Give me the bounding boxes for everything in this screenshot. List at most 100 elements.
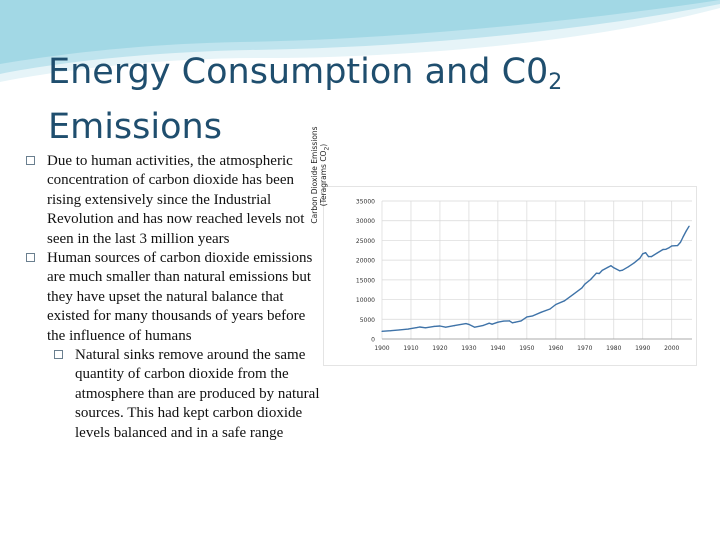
data-point <box>563 300 566 302</box>
data-point <box>584 283 586 285</box>
data-point <box>390 330 392 332</box>
data-point <box>381 330 383 332</box>
data-point <box>433 325 435 327</box>
data-point <box>642 253 644 255</box>
data-point <box>497 321 499 323</box>
emissions-chart: 0 5000 10000 15000 20000 25000 30000 35000 1900 1… <box>323 186 697 366</box>
x-tick-label: 1910 <box>403 345 418 352</box>
x-tick-label: 1930 <box>461 345 476 352</box>
bullet-list: Due to human activities, the atmospheric… <box>24 152 324 443</box>
sub-bullet-text: Natural sinks remove around the same qua… <box>75 347 320 441</box>
data-point <box>662 248 664 251</box>
wave-band-dark <box>0 0 720 64</box>
x-tick-label: 1980 <box>606 345 621 352</box>
bullet-text: Human sources of carbon dioxide emission… <box>47 250 313 344</box>
data-point <box>445 326 447 328</box>
data-point <box>407 328 409 330</box>
data-point <box>419 326 421 328</box>
data-point <box>671 245 673 247</box>
y-axis-title-text: (Teragrams CO <box>319 150 328 207</box>
y-axis-title-line-2: (Teragrams CO2) <box>319 120 332 230</box>
bullet-item: Due to human activities, the atmospheric… <box>24 152 324 249</box>
data-point <box>589 278 592 281</box>
data-point <box>618 270 621 272</box>
x-tick-label: 1950 <box>519 345 534 352</box>
data-point <box>439 325 441 327</box>
x-tick-label: 1940 <box>490 345 505 352</box>
title-text: Energy Consumption and C0 <box>48 52 549 92</box>
data-point <box>685 230 687 232</box>
data-point <box>503 320 505 322</box>
bullet-item: Human sources of carbon dioxide emission… <box>24 249 324 346</box>
y-tick-label: 35000 <box>356 199 375 206</box>
y-tick-label: 30000 <box>356 218 375 225</box>
y-tick-label: 5000 <box>360 317 375 324</box>
data-point <box>610 265 612 267</box>
data-point <box>572 293 574 296</box>
data-point <box>676 244 679 247</box>
chart-canvas: 0 5000 10000 15000 20000 25000 30000 35000 1900 1… <box>356 199 692 352</box>
data-point <box>679 241 682 243</box>
data-point <box>633 262 635 264</box>
data-point <box>650 255 653 258</box>
x-tick-label: 1920 <box>432 345 447 352</box>
y-tick-label: 10000 <box>356 297 375 304</box>
data-point <box>511 322 513 324</box>
data-point <box>601 269 603 271</box>
data-point <box>453 324 456 327</box>
data-point <box>508 320 511 322</box>
data-point <box>488 322 490 324</box>
series-line-co2-emissions <box>381 225 690 332</box>
data-point <box>627 266 629 268</box>
x-tick-label: 2000 <box>664 345 679 352</box>
bullet-box-icon <box>26 156 35 165</box>
data-point <box>555 303 557 306</box>
sub-bullet-box-icon <box>54 350 63 360</box>
x-tick-label: 1900 <box>374 345 389 352</box>
data-point <box>621 269 624 271</box>
x-tick-label: 1970 <box>577 345 592 352</box>
data-point <box>639 257 641 259</box>
data-point <box>520 320 522 322</box>
data-point <box>416 326 418 329</box>
data-point <box>665 248 667 250</box>
x-tick-label: 1990 <box>635 345 650 352</box>
y-tick-label: 20000 <box>356 258 375 265</box>
data-point <box>682 235 684 238</box>
slide-title: Energy Consumption and C02 Emissions <box>48 50 648 149</box>
data-point <box>647 255 650 258</box>
data-point <box>398 329 400 331</box>
data-point <box>526 316 528 318</box>
y-axis-title: Carbon Dioxide Emissions (Teragrams CO2) <box>310 120 332 230</box>
y-tick-label: 0 <box>371 337 375 344</box>
data-point <box>607 266 609 268</box>
data-point <box>549 308 551 310</box>
data-point <box>645 252 647 254</box>
data-point <box>668 247 670 249</box>
y-tick-label: 25000 <box>356 238 375 245</box>
data-point <box>688 225 690 227</box>
data-point <box>468 323 470 326</box>
data-point <box>532 315 534 317</box>
y-axis-title-subscript: 2 <box>323 146 331 151</box>
data-point <box>598 272 600 275</box>
x-tick-label: 1960 <box>548 345 563 352</box>
data-point <box>424 327 427 329</box>
data-point <box>656 252 658 254</box>
data-point <box>595 272 597 274</box>
bullet-box-icon <box>26 253 35 263</box>
title-subscript: 2 <box>548 70 563 95</box>
data-point <box>474 326 476 328</box>
data-point <box>465 323 467 325</box>
sub-bullet-item: Natural sinks remove around the same qua… <box>24 346 324 443</box>
y-axis-title-end: ) <box>319 143 328 147</box>
y-axis-title-line-1: Carbon Dioxide Emissions <box>310 126 319 224</box>
title-line-2: Emissions <box>48 107 222 147</box>
data-point <box>613 267 615 269</box>
y-tick-label: 15000 <box>356 277 375 284</box>
decorative-wave-banner <box>0 0 720 82</box>
data-point <box>482 324 485 326</box>
data-point <box>581 287 583 289</box>
data-point <box>491 323 493 325</box>
data-point <box>514 321 516 323</box>
